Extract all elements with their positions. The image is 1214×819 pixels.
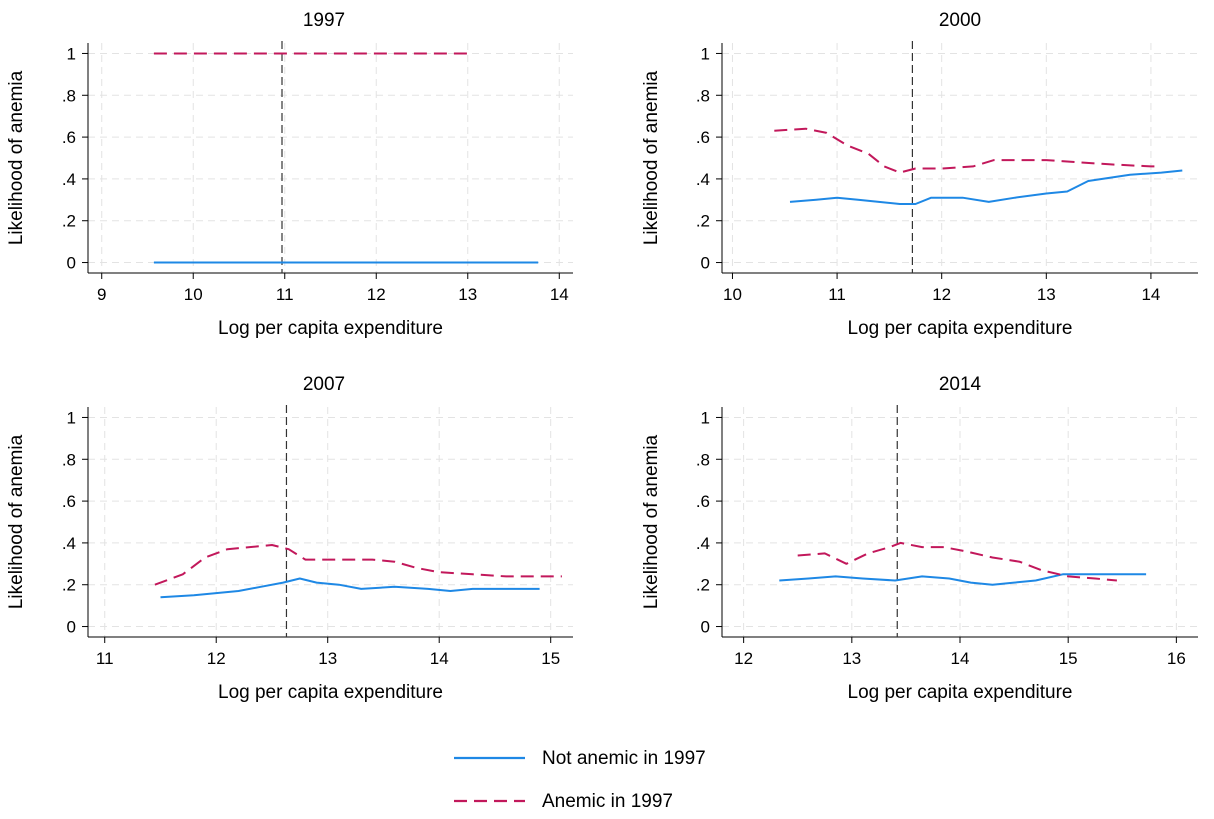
y-tick-label: .2 — [696, 212, 710, 231]
series-line-anemic — [154, 544, 562, 586]
y-tick-label: 0 — [701, 618, 710, 637]
x-axis-label: Log per capita expenditure — [848, 682, 1073, 703]
x-tick-label: 12 — [367, 285, 386, 304]
x-axis-label: Log per capita expenditure — [218, 682, 443, 703]
y-tick-label: 1 — [67, 408, 76, 427]
y-tick-label: 0 — [67, 618, 76, 637]
x-tick-label: 11 — [276, 285, 294, 304]
y-tick-label: .2 — [696, 576, 710, 595]
x-tick-label: 13 — [1037, 285, 1056, 304]
x-tick-label: 10 — [723, 285, 742, 304]
y-tick-label: 0 — [67, 254, 76, 273]
x-tick-label: 15 — [541, 649, 560, 668]
y-tick-label: .6 — [696, 128, 710, 147]
panel-title: 1997 — [303, 10, 345, 31]
y-axis-label: Likelihood of anemia — [6, 70, 27, 245]
x-tick-label: 11 — [96, 649, 114, 668]
y-axis-label: Likelihood of anemia — [6, 434, 27, 609]
legend-label: Anemic in 1997 — [542, 791, 673, 812]
y-tick-label: 0 — [701, 254, 710, 273]
x-tick-label: 12 — [932, 285, 951, 304]
y-tick-label: .8 — [62, 86, 76, 105]
x-tick-label: 15 — [1059, 649, 1078, 668]
panel-title: 2014 — [939, 374, 982, 395]
y-tick-label: .8 — [696, 86, 710, 105]
series-line-anemic — [797, 541, 1117, 582]
x-tick-label: 12 — [207, 649, 226, 668]
x-axis-label: Log per capita expenditure — [218, 318, 443, 339]
series-line-not-anemic — [779, 573, 1147, 586]
panel-2000: 0 .2 .4 .6 .8 1 10 11 12 13 14 2000 Log per capita e… — [641, 10, 1198, 339]
panel-title: 2007 — [303, 374, 345, 395]
y-tick-label: .4 — [696, 170, 710, 189]
x-tick-label: 16 — [1167, 649, 1186, 668]
y-tick-label: .6 — [62, 492, 76, 511]
x-tick-label: 13 — [458, 285, 477, 304]
panel-title: 2000 — [939, 10, 981, 31]
x-tick-label: 14 — [430, 649, 449, 668]
x-axis-label: Log per capita expenditure — [848, 318, 1073, 339]
y-tick-label: .4 — [696, 534, 710, 553]
series-line-not-anemic — [160, 577, 540, 599]
y-axis-label: Likelihood of anemia — [641, 70, 662, 245]
x-tick-label: 11 — [828, 285, 846, 304]
x-tick-label: 10 — [184, 285, 203, 304]
y-tick-label: .4 — [62, 170, 76, 189]
x-tick-label: 14 — [550, 285, 569, 304]
legend: Not anemic in 1997 Anemic in 1997 — [454, 748, 706, 812]
y-tick-label: .6 — [62, 128, 76, 147]
panel-1997: 0 .2 .4 .6 .8 1 9 10 11 12 13 14 1997 Log per capita … — [6, 10, 573, 339]
y-tick-label: 1 — [701, 408, 710, 427]
y-axis-label: Likelihood of anemia — [641, 434, 662, 609]
legend-label: Not anemic in 1997 — [542, 748, 706, 769]
y-tick-label: 1 — [701, 44, 710, 63]
y-tick-label: .2 — [62, 576, 76, 595]
x-tick-label: 14 — [1141, 285, 1160, 304]
y-tick-label: .8 — [62, 450, 76, 469]
y-tick-label: .8 — [696, 450, 710, 469]
series-line-anemic — [774, 127, 1162, 174]
y-tick-label: .6 — [696, 492, 710, 511]
series-line-not-anemic — [789, 169, 1183, 205]
y-tick-label: .2 — [62, 212, 76, 231]
panel-2014: 0 .2 .4 .6 .8 1 12 13 14 15 16 2014 Log per capita e… — [641, 374, 1198, 703]
x-tick-label: 9 — [97, 285, 106, 304]
y-tick-label: .4 — [62, 534, 76, 553]
y-tick-label: 1 — [67, 44, 76, 63]
x-tick-label: 13 — [318, 649, 337, 668]
x-tick-label: 14 — [951, 649, 970, 668]
x-tick-label: 12 — [734, 649, 753, 668]
x-tick-label: 13 — [842, 649, 861, 668]
